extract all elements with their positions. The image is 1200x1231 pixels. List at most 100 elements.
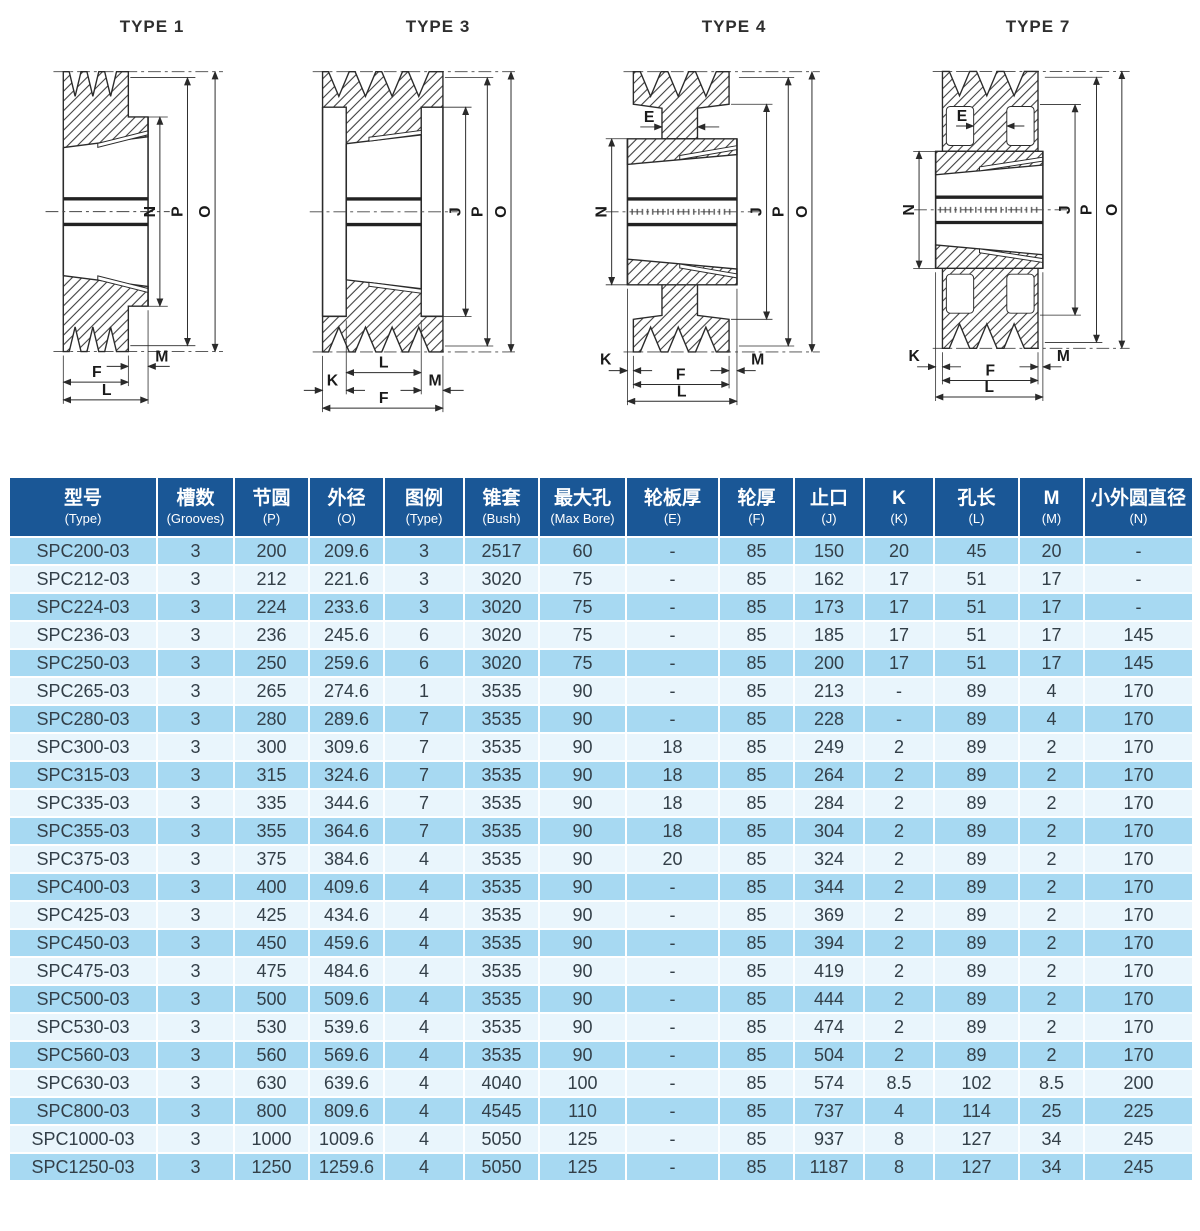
table-cell: 17 — [863, 564, 935, 594]
table-cell: 1250 — [233, 1152, 310, 1182]
dim-label-p: P — [770, 207, 787, 218]
table-cell: 474 — [793, 1012, 865, 1042]
table-cell: 75 — [538, 620, 627, 650]
dimension-lines: J P O L K M F — [303, 70, 515, 413]
table-cell: 170 — [1083, 676, 1194, 706]
table-cell: 85 — [718, 788, 795, 818]
table-cell: SPC630-03 — [8, 1068, 158, 1098]
table-cell: 85 — [718, 620, 795, 650]
table-cell: 400 — [233, 872, 310, 902]
dimension-lines: N P O M F L — [62, 70, 219, 404]
table-cell: 2 — [1018, 984, 1085, 1014]
table-cell: 170 — [1083, 1012, 1194, 1042]
pulley-cross-section-type-1: N P O M F L — [45, 70, 223, 404]
table-cell: 264 — [793, 760, 865, 790]
dim-label-m: M — [751, 352, 764, 369]
table-cell: 3020 — [463, 648, 540, 678]
table-cell: 89 — [933, 984, 1020, 1014]
table-cell: 90 — [538, 788, 627, 818]
part-geometry — [914, 70, 1130, 349]
table-cell: 17 — [863, 620, 935, 650]
dim-label-p: P — [170, 206, 187, 217]
table-cell: 212 — [233, 564, 310, 594]
table-cell: 4 — [383, 928, 465, 958]
dim-label-p: P — [469, 207, 486, 218]
table-cell: 85 — [718, 760, 795, 790]
dimension-lines: E N J P O K M F L — [594, 70, 816, 406]
table-cell: 51 — [933, 564, 1020, 594]
table-cell: 800 — [233, 1096, 310, 1126]
drawing-title: TYPE 1 — [119, 17, 185, 36]
table-cell: 185 — [793, 620, 865, 650]
table-cell: 85 — [718, 1068, 795, 1098]
table-cell: 3535 — [463, 704, 540, 734]
table-cell: 224 — [233, 592, 310, 622]
table-cell: 17 — [863, 648, 935, 678]
table-section: 型号 (Type) 槽数 (Grooves) 节圆 (P) 外径 (O) 图例 (Type) 锥套(… — [0, 474, 1200, 1188]
table-cell: 4 — [383, 900, 465, 930]
table-cell: 504 — [793, 1040, 865, 1070]
table-cell: 3535 — [463, 732, 540, 762]
table-cell: 221.6 — [308, 564, 385, 594]
dim-label-m: M — [428, 372, 441, 389]
table-cell: 25 — [1018, 1096, 1085, 1126]
table-cell: 2 — [863, 788, 935, 818]
table-cell: 2 — [863, 900, 935, 930]
column-header: 图例 (Type) — [383, 476, 465, 538]
table-cell: 509.6 — [308, 984, 385, 1014]
table-cell: 75 — [538, 648, 627, 678]
part-geometry — [605, 70, 820, 353]
dim-label-l: L — [984, 379, 994, 396]
table-cell: 3 — [156, 844, 235, 874]
table-cell: SPC1250-03 — [8, 1152, 158, 1182]
table-row: SPC375-03 3 375 384.6 4 3535 90 20 85 324 2 89 2 170 — [8, 844, 1194, 874]
table-cell: 17 — [863, 592, 935, 622]
table-cell: - — [625, 1096, 720, 1126]
table-cell: 3 — [156, 536, 235, 566]
dim-label-j: J — [749, 207, 766, 216]
table-cell: - — [1083, 536, 1194, 566]
table-cell: - — [625, 648, 720, 678]
table-cell: 60 — [538, 536, 627, 566]
table-cell: 530 — [233, 1012, 310, 1042]
table-cell: 3 — [156, 732, 235, 762]
table-row: SPC236-03 3 236 245.6 6 3020 75-85 185 17 51 17 145 — [8, 620, 1194, 650]
table-cell: 2 — [1018, 928, 1085, 958]
table-cell: 3535 — [463, 1012, 540, 1042]
table-cell: 170 — [1083, 760, 1194, 790]
table-cell: 89 — [933, 676, 1020, 706]
table-cell: 170 — [1083, 900, 1194, 930]
table-cell: 384.6 — [308, 844, 385, 874]
table-cell: 2 — [863, 1012, 935, 1042]
table-cell: 85 — [718, 844, 795, 874]
table-cell: - — [625, 536, 720, 566]
table-row: SPC212-03 3 212 221.6 3 3020 75-85 162 17 51 17- — [8, 564, 1194, 594]
table-cell: 4 — [383, 1096, 465, 1126]
table-cell: 4545 — [463, 1096, 540, 1126]
table-cell: 170 — [1083, 816, 1194, 846]
table-row: SPC400-03 3 400 409.6 4 3535 90-85 344 2 89 2 170 — [8, 872, 1194, 902]
table-cell: 3535 — [463, 900, 540, 930]
table-cell: 3535 — [463, 984, 540, 1014]
table-row: SPC1000-03 3 1000 1009.6 4 5050 125-85 937 8 127 3… — [8, 1124, 1194, 1154]
table-cell: 4 — [383, 872, 465, 902]
table-cell: SPC375-03 — [8, 844, 158, 874]
table-cell: 20 — [625, 844, 720, 874]
header-row: 型号 (Type) 槽数 (Grooves) 节圆 (P) 外径 (O) 图例 (Type) 锥套(… — [8, 476, 1194, 538]
table-cell: 3 — [156, 1124, 235, 1154]
table-cell: 8.5 — [863, 1068, 935, 1098]
table-cell: 335 — [233, 788, 310, 818]
table-cell: - — [625, 928, 720, 958]
table-cell: - — [625, 1040, 720, 1070]
table-cell: 3 — [383, 592, 465, 622]
dim-label-l: L — [102, 382, 112, 399]
table-cell: 90 — [538, 704, 627, 734]
table-cell: 1187 — [793, 1152, 865, 1182]
table-cell: 3 — [156, 928, 235, 958]
table-cell: 1 — [383, 676, 465, 706]
table-cell: 3 — [156, 620, 235, 650]
table-cell: 17 — [1018, 648, 1085, 678]
table-row: SPC530-03 3 530 539.6 4 3535 90-85 474 2 89 2 170 — [8, 1012, 1194, 1042]
table-cell: 2 — [863, 732, 935, 762]
table-cell: 3 — [156, 1068, 235, 1098]
